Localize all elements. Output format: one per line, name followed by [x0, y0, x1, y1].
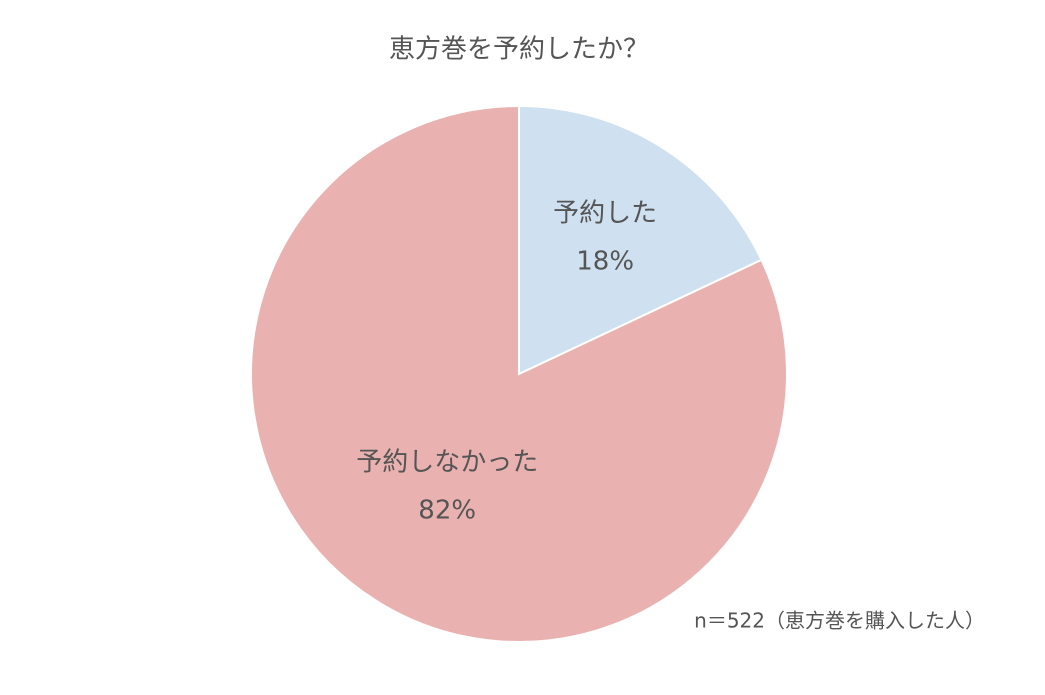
slice-label: 予約した [553, 199, 657, 229]
pie-slice [250, 104, 788, 643]
slice-label: 予約しなかった [356, 448, 538, 478]
value-label: 18% [576, 247, 634, 277]
pie-slice [518, 104, 763, 376]
value-label: 82% [418, 496, 476, 526]
chart-title: 恵方巻を予約したか？ [389, 35, 649, 65]
note: n＝522（恵方巻を購入した人） [694, 609, 985, 633]
